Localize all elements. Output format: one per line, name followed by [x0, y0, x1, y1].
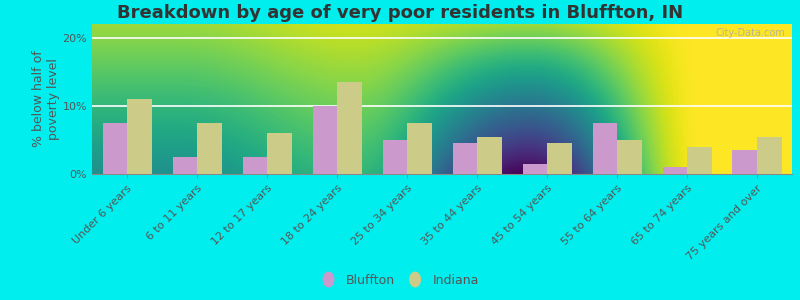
- Bar: [687, 147, 711, 174]
- Legend: Bluffton, Indiana: Bluffton, Indiana: [316, 269, 484, 292]
- Bar: [757, 136, 782, 174]
- Bar: [127, 99, 151, 174]
- Bar: [102, 123, 127, 174]
- Bar: [337, 82, 362, 174]
- Text: City-Data.com: City-Data.com: [715, 28, 785, 38]
- Bar: [477, 136, 502, 174]
- Bar: [242, 157, 267, 174]
- Text: Breakdown by age of very poor residents in Bluffton, IN: Breakdown by age of very poor residents …: [117, 4, 683, 22]
- Bar: [197, 123, 222, 174]
- Bar: [407, 123, 431, 174]
- Bar: [617, 140, 642, 174]
- Bar: [267, 133, 291, 174]
- Bar: [662, 167, 687, 174]
- Bar: [733, 150, 757, 174]
- Bar: [593, 123, 617, 174]
- Bar: [173, 157, 197, 174]
- Bar: [382, 140, 407, 174]
- Bar: [547, 143, 571, 174]
- Bar: [522, 164, 547, 174]
- Bar: [453, 143, 477, 174]
- Y-axis label: % below half of
poverty level: % below half of poverty level: [32, 51, 60, 147]
- Bar: [313, 106, 337, 174]
